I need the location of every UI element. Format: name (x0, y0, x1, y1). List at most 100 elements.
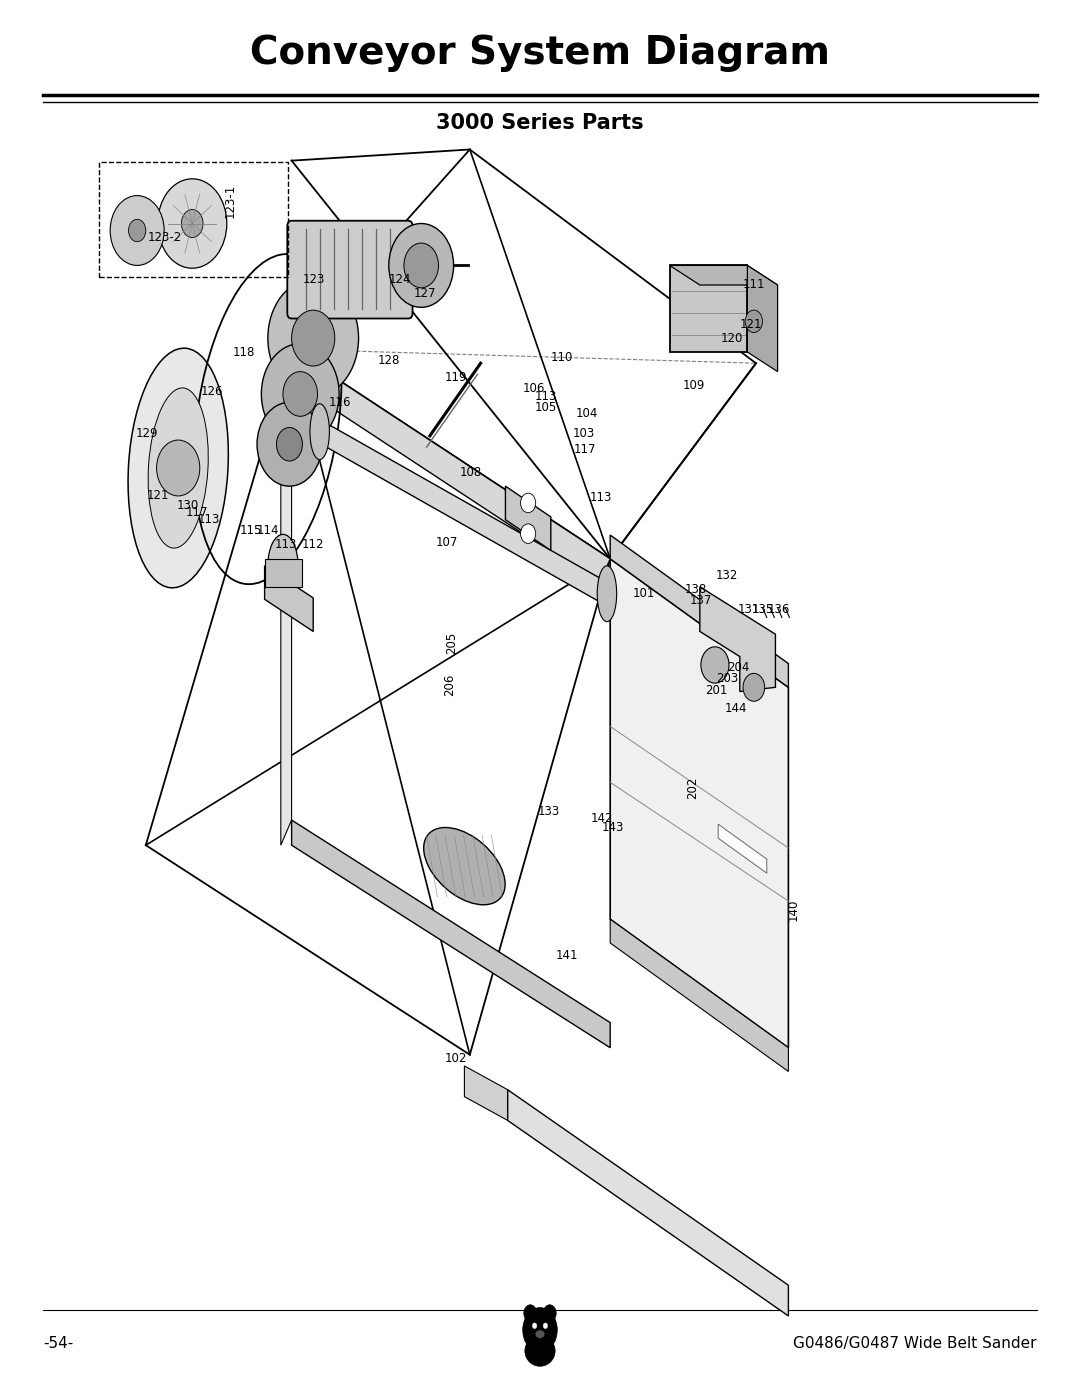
Ellipse shape (536, 1330, 545, 1338)
Circle shape (389, 224, 454, 307)
FancyBboxPatch shape (287, 221, 413, 319)
Polygon shape (505, 486, 551, 550)
Polygon shape (508, 1090, 788, 1316)
Text: 113: 113 (198, 513, 219, 527)
FancyBboxPatch shape (670, 265, 747, 352)
Polygon shape (281, 349, 292, 845)
Circle shape (257, 402, 322, 486)
Polygon shape (265, 566, 313, 631)
Text: 135: 135 (752, 602, 773, 616)
Polygon shape (747, 265, 778, 372)
Text: G0486/G0487 Wide Belt Sander: G0486/G0487 Wide Belt Sander (794, 1337, 1037, 1351)
Circle shape (521, 524, 536, 543)
Polygon shape (292, 820, 610, 1048)
Text: 117: 117 (575, 443, 596, 457)
Text: 123-1: 123-1 (224, 184, 237, 218)
Text: 124: 124 (389, 272, 410, 286)
Text: 3000 Series Parts: 3000 Series Parts (436, 113, 644, 133)
Ellipse shape (148, 388, 208, 548)
Ellipse shape (597, 566, 617, 622)
Text: 110: 110 (551, 351, 572, 365)
Text: 104: 104 (576, 407, 597, 420)
Text: 123-2: 123-2 (148, 231, 183, 244)
Text: 137: 137 (690, 594, 712, 608)
Text: 120: 120 (721, 331, 743, 345)
Text: 111: 111 (743, 278, 765, 292)
Text: 205: 205 (445, 631, 458, 654)
Polygon shape (718, 824, 767, 873)
Circle shape (745, 310, 762, 332)
Text: 121: 121 (147, 489, 168, 503)
Text: 114: 114 (257, 524, 279, 538)
Text: 203: 203 (716, 672, 738, 686)
Circle shape (532, 1323, 537, 1329)
Polygon shape (281, 349, 610, 584)
Polygon shape (670, 265, 778, 285)
Text: 126: 126 (201, 384, 222, 398)
Ellipse shape (268, 535, 298, 598)
Text: 113: 113 (590, 490, 611, 504)
Circle shape (110, 196, 164, 265)
Text: 127: 127 (414, 286, 435, 300)
Circle shape (743, 673, 765, 701)
Circle shape (523, 1308, 557, 1352)
Polygon shape (610, 535, 788, 687)
Circle shape (543, 1323, 548, 1329)
Text: 202: 202 (686, 777, 699, 799)
Text: 113: 113 (535, 390, 556, 404)
Text: 138: 138 (685, 583, 706, 597)
Circle shape (157, 440, 200, 496)
Circle shape (292, 310, 335, 366)
Text: 115: 115 (240, 524, 261, 538)
Text: -54-: -54- (43, 1337, 73, 1351)
Text: 133: 133 (538, 805, 559, 819)
Circle shape (158, 179, 227, 268)
Polygon shape (464, 1066, 508, 1120)
Text: 108: 108 (460, 465, 482, 479)
Circle shape (268, 279, 359, 397)
Polygon shape (610, 919, 788, 1071)
Circle shape (404, 243, 438, 288)
Text: 116: 116 (329, 395, 351, 409)
Text: 112: 112 (302, 538, 324, 552)
Text: 101: 101 (633, 587, 654, 601)
Polygon shape (700, 587, 775, 692)
Text: 121: 121 (740, 317, 761, 331)
Text: 141: 141 (556, 949, 578, 963)
Text: 132: 132 (716, 569, 738, 583)
Circle shape (181, 210, 203, 237)
Text: 201: 201 (705, 683, 727, 697)
Polygon shape (610, 559, 788, 1048)
Text: 129: 129 (136, 426, 158, 440)
Text: 131: 131 (738, 602, 759, 616)
Text: 113: 113 (275, 538, 297, 552)
Circle shape (129, 219, 146, 242)
Polygon shape (316, 422, 610, 604)
Circle shape (521, 493, 536, 513)
Ellipse shape (310, 404, 329, 460)
Circle shape (283, 372, 318, 416)
Text: Conveyor System Diagram: Conveyor System Diagram (249, 34, 831, 73)
Text: 130: 130 (177, 499, 199, 513)
Text: 143: 143 (602, 820, 623, 834)
Text: 144: 144 (725, 701, 746, 715)
Ellipse shape (423, 827, 505, 905)
Circle shape (261, 344, 339, 444)
Text: 118: 118 (233, 345, 255, 359)
Ellipse shape (129, 348, 228, 588)
Text: 106: 106 (523, 381, 544, 395)
Text: 123: 123 (303, 272, 325, 286)
FancyBboxPatch shape (265, 559, 302, 587)
Text: 103: 103 (573, 426, 595, 440)
Text: 102: 102 (445, 1052, 467, 1066)
Text: 117: 117 (186, 506, 207, 520)
Circle shape (276, 427, 302, 461)
Text: 204: 204 (728, 661, 750, 675)
Text: 128: 128 (378, 353, 400, 367)
Text: 107: 107 (436, 535, 458, 549)
Text: 136: 136 (768, 602, 789, 616)
Text: 109: 109 (683, 379, 704, 393)
Text: 105: 105 (535, 401, 556, 415)
Circle shape (524, 1305, 537, 1322)
Text: 119: 119 (445, 370, 467, 384)
